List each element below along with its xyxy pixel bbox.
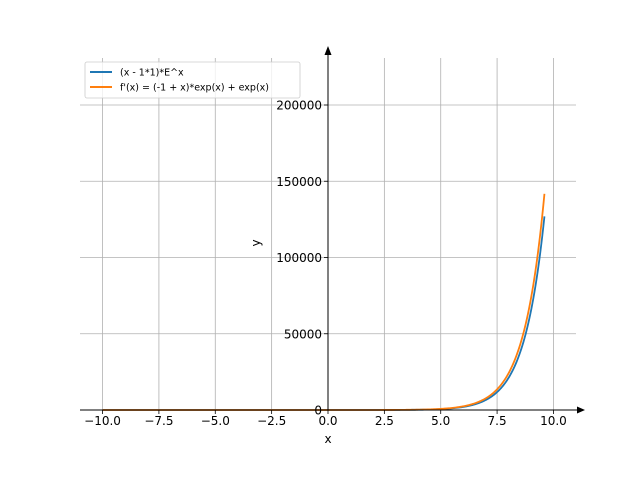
x-tick-label: −2.5 <box>257 414 286 428</box>
x-tick-label: −10.0 <box>84 414 121 428</box>
x-tick-label: 10.0 <box>540 414 567 428</box>
legend-label-series-2: f'(x) = (-1 + x)*exp(x) + exp(x) <box>120 83 269 94</box>
x-tick-label: 7.5 <box>488 414 507 428</box>
legend-label-series-1: (x - 1*1)*E^x <box>120 68 184 79</box>
y-tick-label: 100000 <box>276 251 322 265</box>
y-tick-label: 150000 <box>276 175 322 189</box>
x-tick-label: 2.5 <box>375 414 394 428</box>
series-lines <box>102 193 546 411</box>
x-tick-label: −5.0 <box>201 414 230 428</box>
y-axis-arrow <box>324 46 332 55</box>
y-tick-label: 0 <box>314 404 322 418</box>
legend-box <box>84 61 301 99</box>
x-tick-label: 0.0 <box>318 414 337 428</box>
x-tick-label: −7.5 <box>144 414 173 428</box>
x-axis-label: x <box>324 432 331 446</box>
x-tick-label: 5.0 <box>431 414 450 428</box>
series-line-1 <box>102 216 546 411</box>
y-tick-label: 200000 <box>276 99 322 113</box>
y-axis-label: y <box>249 239 263 246</box>
series-line-2 <box>102 193 546 411</box>
legend: (x - 1*1)*E^x f'(x) = (-1 + x)*exp(x) + … <box>84 61 301 99</box>
axes <box>80 46 585 414</box>
x-axis-arrow <box>577 406 585 414</box>
ticks: −10.0 −7.5 −5.0 −2.5 0.0 2.5 5.0 7.5 10.0 0 50000 1… <box>84 99 567 429</box>
y-tick-label: 50000 <box>284 327 322 341</box>
